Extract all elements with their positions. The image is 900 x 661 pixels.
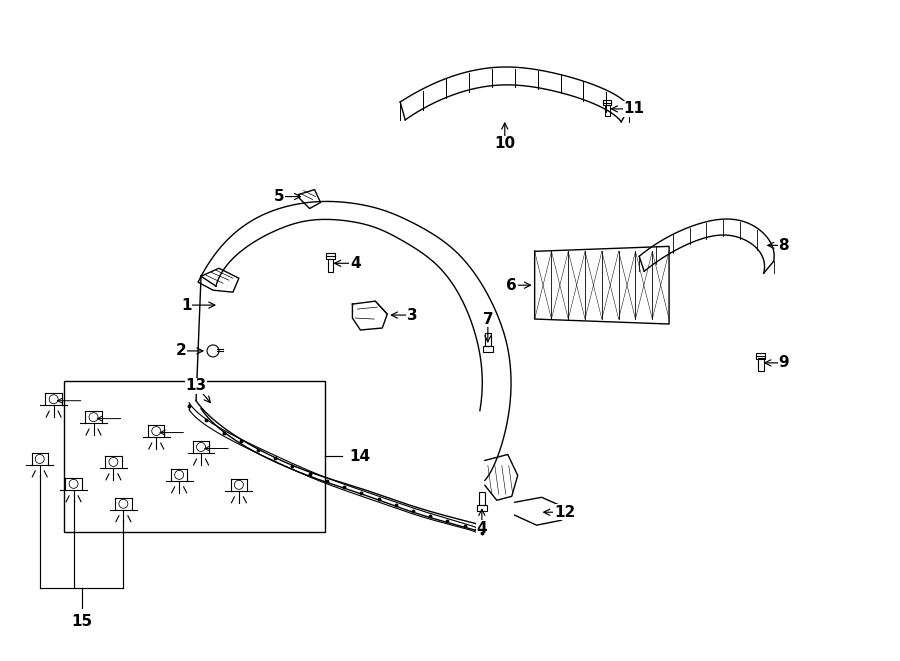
- Text: 8: 8: [778, 238, 789, 253]
- Bar: [477, 505, 487, 511]
- Bar: [326, 253, 336, 259]
- Bar: [64, 381, 325, 532]
- Text: 10: 10: [494, 136, 516, 151]
- Bar: [485, 332, 490, 346]
- Text: 13: 13: [185, 378, 207, 393]
- Bar: [483, 346, 492, 352]
- Text: 12: 12: [554, 505, 575, 520]
- Text: 4: 4: [477, 521, 487, 535]
- Text: 3: 3: [407, 307, 418, 323]
- Text: 11: 11: [624, 101, 644, 116]
- Bar: [605, 105, 610, 116]
- Bar: [328, 258, 334, 272]
- Text: 5: 5: [274, 189, 284, 204]
- Text: 14: 14: [349, 449, 370, 464]
- Text: 7: 7: [482, 311, 493, 327]
- Bar: [479, 492, 485, 505]
- Text: 2: 2: [176, 344, 186, 358]
- Text: 9: 9: [778, 356, 789, 370]
- Bar: [756, 353, 766, 359]
- Text: 15: 15: [71, 614, 92, 629]
- Text: 6: 6: [507, 278, 517, 293]
- Text: 1: 1: [181, 297, 192, 313]
- Bar: [758, 358, 764, 371]
- Text: 4: 4: [350, 256, 361, 271]
- Bar: [603, 100, 611, 106]
